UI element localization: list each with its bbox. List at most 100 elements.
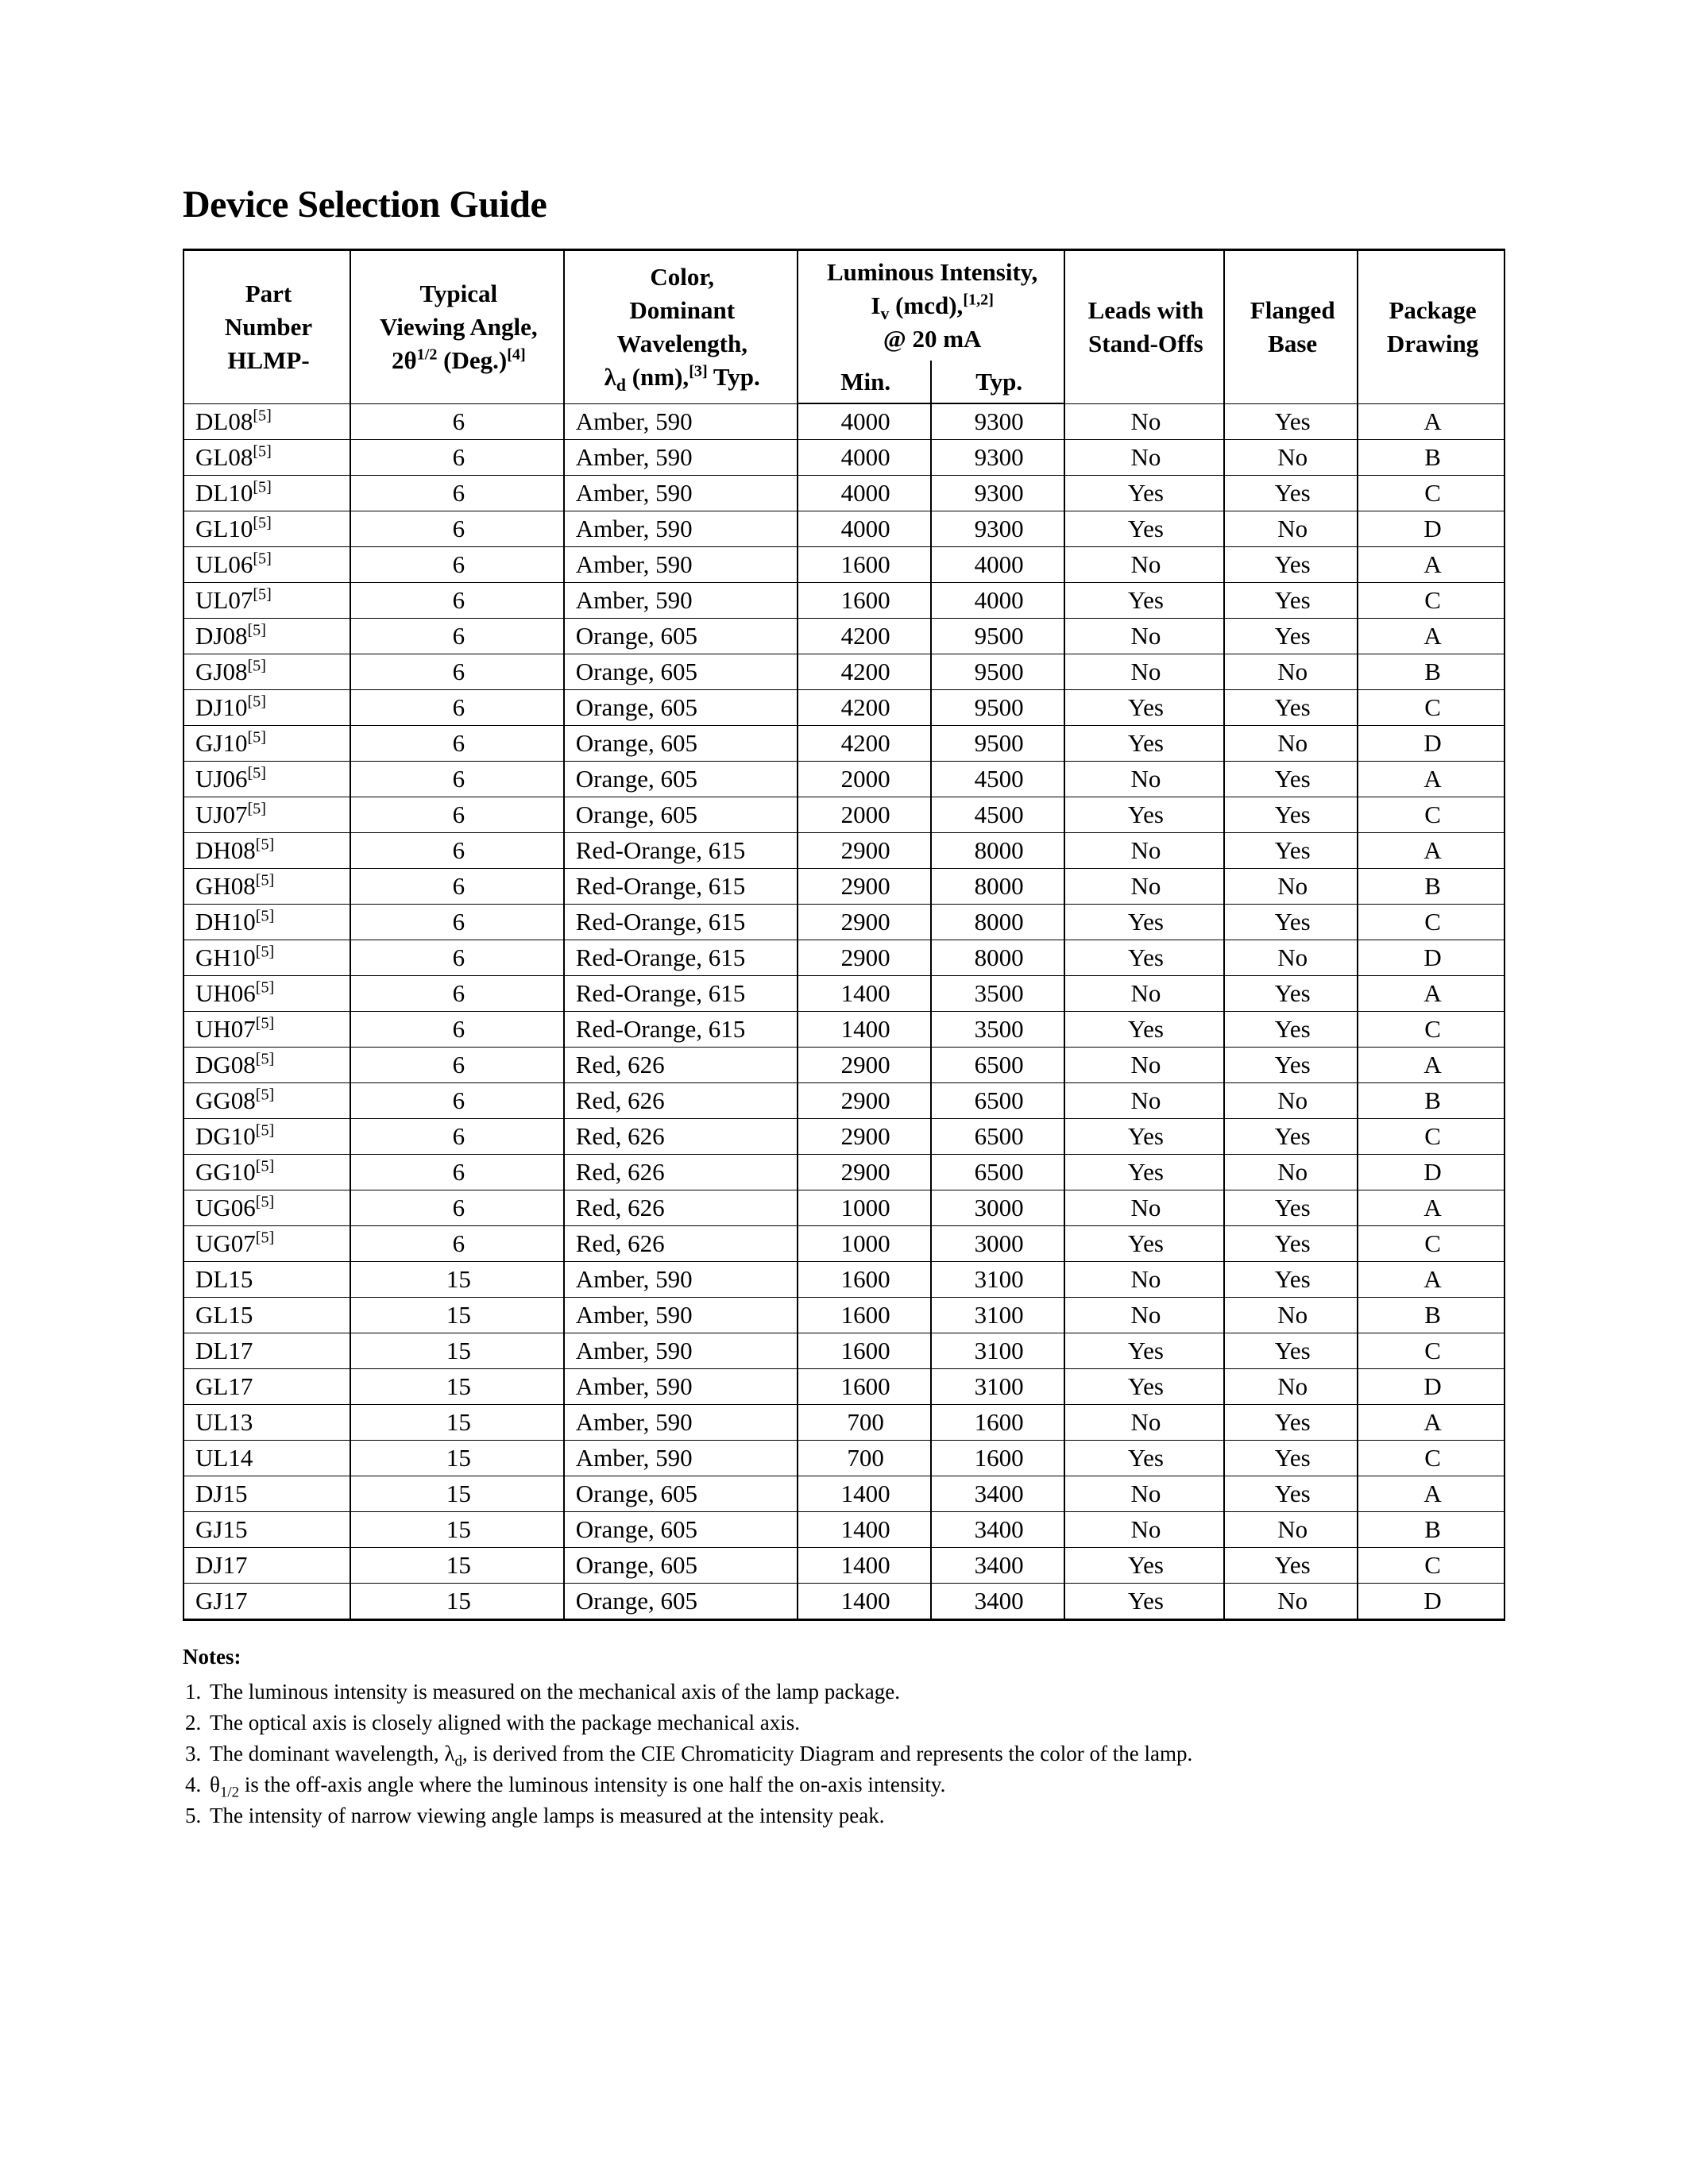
table-row: DH10[5]6Red-Orange, 61529008000YesYesC — [183, 905, 1505, 940]
table-row: DJ10[5]6Orange, 60542009500YesYesC — [183, 690, 1505, 726]
cell-pkg: B — [1358, 1512, 1505, 1548]
cell-pkg: A — [1358, 762, 1505, 797]
cell-color: Amber, 590 — [564, 1333, 798, 1369]
cell-typ: 9500 — [931, 690, 1064, 726]
cell-part: DG10[5] — [183, 1119, 350, 1155]
cell-min: 1400 — [798, 976, 931, 1012]
table-row: GJ1715Orange, 60514003400YesNoD — [183, 1584, 1505, 1620]
cell-part: GL08[5] — [183, 440, 350, 476]
cell-typ: 3000 — [931, 1226, 1064, 1262]
cell-pkg: C — [1358, 1226, 1505, 1262]
cell-leads: No — [1064, 619, 1225, 654]
cell-min: 2000 — [798, 762, 931, 797]
cell-leads: No — [1064, 1083, 1225, 1119]
cell-flange: No — [1224, 654, 1358, 690]
cell-part: UG07[5] — [183, 1226, 350, 1262]
cell-part: UH07[5] — [183, 1012, 350, 1048]
table-row: GL08[5]6Amber, 59040009300NoNoB — [183, 440, 1505, 476]
cell-part: DL15 — [183, 1262, 350, 1298]
cell-angle: 6 — [350, 476, 564, 511]
col-part-l2: Number — [225, 313, 312, 341]
table-row: DG08[5]6Red, 62629006500NoYesA — [183, 1048, 1505, 1083]
cell-angle: 6 — [350, 1012, 564, 1048]
cell-angle: 6 — [350, 690, 564, 726]
cell-flange: Yes — [1224, 905, 1358, 940]
cell-angle: 6 — [350, 762, 564, 797]
col-color: Color,DominantWavelength,λd (nm),[3] Typ… — [564, 250, 798, 404]
cell-pkg: C — [1358, 1333, 1505, 1369]
cell-flange: Yes — [1224, 1405, 1358, 1441]
cell-typ: 1600 — [931, 1441, 1064, 1476]
cell-pkg: B — [1358, 1298, 1505, 1333]
cell-leads: No — [1064, 547, 1225, 583]
col-pkg: PackageDrawing — [1358, 250, 1505, 404]
notes-section: Notes: The luminous intensity is measure… — [183, 1642, 1505, 1831]
cell-color: Orange, 605 — [564, 762, 798, 797]
cell-flange: Yes — [1224, 1012, 1358, 1048]
cell-color: Amber, 590 — [564, 476, 798, 511]
cell-angle: 15 — [350, 1369, 564, 1405]
note-item: The luminous intensity is measured on th… — [207, 1677, 1505, 1707]
cell-min: 1400 — [798, 1476, 931, 1512]
table-row: UL06[5]6Amber, 59016004000NoYesA — [183, 547, 1505, 583]
cell-part: DJ15 — [183, 1476, 350, 1512]
page-title: Device Selection Guide — [183, 183, 1505, 226]
cell-min: 1600 — [798, 1298, 931, 1333]
table-row: UH06[5]6Red-Orange, 61514003500NoYesA — [183, 976, 1505, 1012]
cell-pkg: A — [1358, 547, 1505, 583]
cell-min: 2900 — [798, 833, 931, 869]
cell-min: 2900 — [798, 1083, 931, 1119]
cell-color: Red-Orange, 615 — [564, 869, 798, 905]
cell-angle: 6 — [350, 1155, 564, 1190]
cell-min: 4000 — [798, 403, 931, 440]
cell-color: Amber, 590 — [564, 440, 798, 476]
cell-flange: Yes — [1224, 1190, 1358, 1226]
table-row: DL10[5]6Amber, 59040009300YesYesC — [183, 476, 1505, 511]
table-row: DH08[5]6Red-Orange, 61529008000NoYesA — [183, 833, 1505, 869]
cell-leads: No — [1064, 1262, 1225, 1298]
cell-pkg: D — [1358, 1155, 1505, 1190]
cell-color: Orange, 605 — [564, 726, 798, 762]
table-body: DL08[5]6Amber, 59040009300NoYesAGL08[5]6… — [183, 403, 1505, 1620]
cell-pkg: C — [1358, 905, 1505, 940]
col-leads-l2: Stand-Offs — [1088, 330, 1203, 357]
cell-typ: 3100 — [931, 1298, 1064, 1333]
table-row: GJ08[5]6Orange, 60542009500NoNoB — [183, 654, 1505, 690]
cell-flange: Yes — [1224, 476, 1358, 511]
cell-color: Amber, 590 — [564, 1441, 798, 1476]
table-row: DJ08[5]6Orange, 60542009500NoYesA — [183, 619, 1505, 654]
col-lum-l2: Iv (mcd),[1,2] — [871, 291, 994, 319]
cell-typ: 3400 — [931, 1584, 1064, 1620]
col-color-l4: λd (nm),[3] Typ. — [605, 363, 760, 391]
cell-color: Amber, 590 — [564, 511, 798, 547]
cell-color: Amber, 590 — [564, 1298, 798, 1333]
cell-angle: 15 — [350, 1584, 564, 1620]
cell-typ: 4000 — [931, 547, 1064, 583]
cell-leads: Yes — [1064, 905, 1225, 940]
cell-angle: 15 — [350, 1262, 564, 1298]
col-flange-l1: Flanged — [1250, 296, 1335, 324]
col-pkg-l2: Drawing — [1387, 330, 1478, 357]
cell-min: 4200 — [798, 690, 931, 726]
table-row: UG06[5]6Red, 62610003000NoYesA — [183, 1190, 1505, 1226]
cell-leads: No — [1064, 833, 1225, 869]
cell-pkg: D — [1358, 940, 1505, 976]
col-angle-l1: Typical — [420, 280, 498, 307]
col-flange-l2: Base — [1268, 330, 1317, 357]
cell-flange: No — [1224, 1369, 1358, 1405]
notes-heading: Notes: — [183, 1642, 1505, 1673]
cell-angle: 15 — [350, 1476, 564, 1512]
cell-leads: Yes — [1064, 1369, 1225, 1405]
cell-leads: Yes — [1064, 1155, 1225, 1190]
col-lum: Luminous Intensity,Iv (mcd),[1,2]@ 20 mA — [798, 250, 1064, 361]
table-row: GL1515Amber, 59016003100NoNoB — [183, 1298, 1505, 1333]
cell-color: Red-Orange, 615 — [564, 976, 798, 1012]
cell-flange: Yes — [1224, 833, 1358, 869]
table-row: UJ06[5]6Orange, 60520004500NoYesA — [183, 762, 1505, 797]
cell-pkg: A — [1358, 1190, 1505, 1226]
cell-color: Red-Orange, 615 — [564, 833, 798, 869]
cell-typ: 4000 — [931, 583, 1064, 619]
cell-color: Amber, 590 — [564, 1405, 798, 1441]
cell-pkg: A — [1358, 1048, 1505, 1083]
cell-min: 2900 — [798, 940, 931, 976]
